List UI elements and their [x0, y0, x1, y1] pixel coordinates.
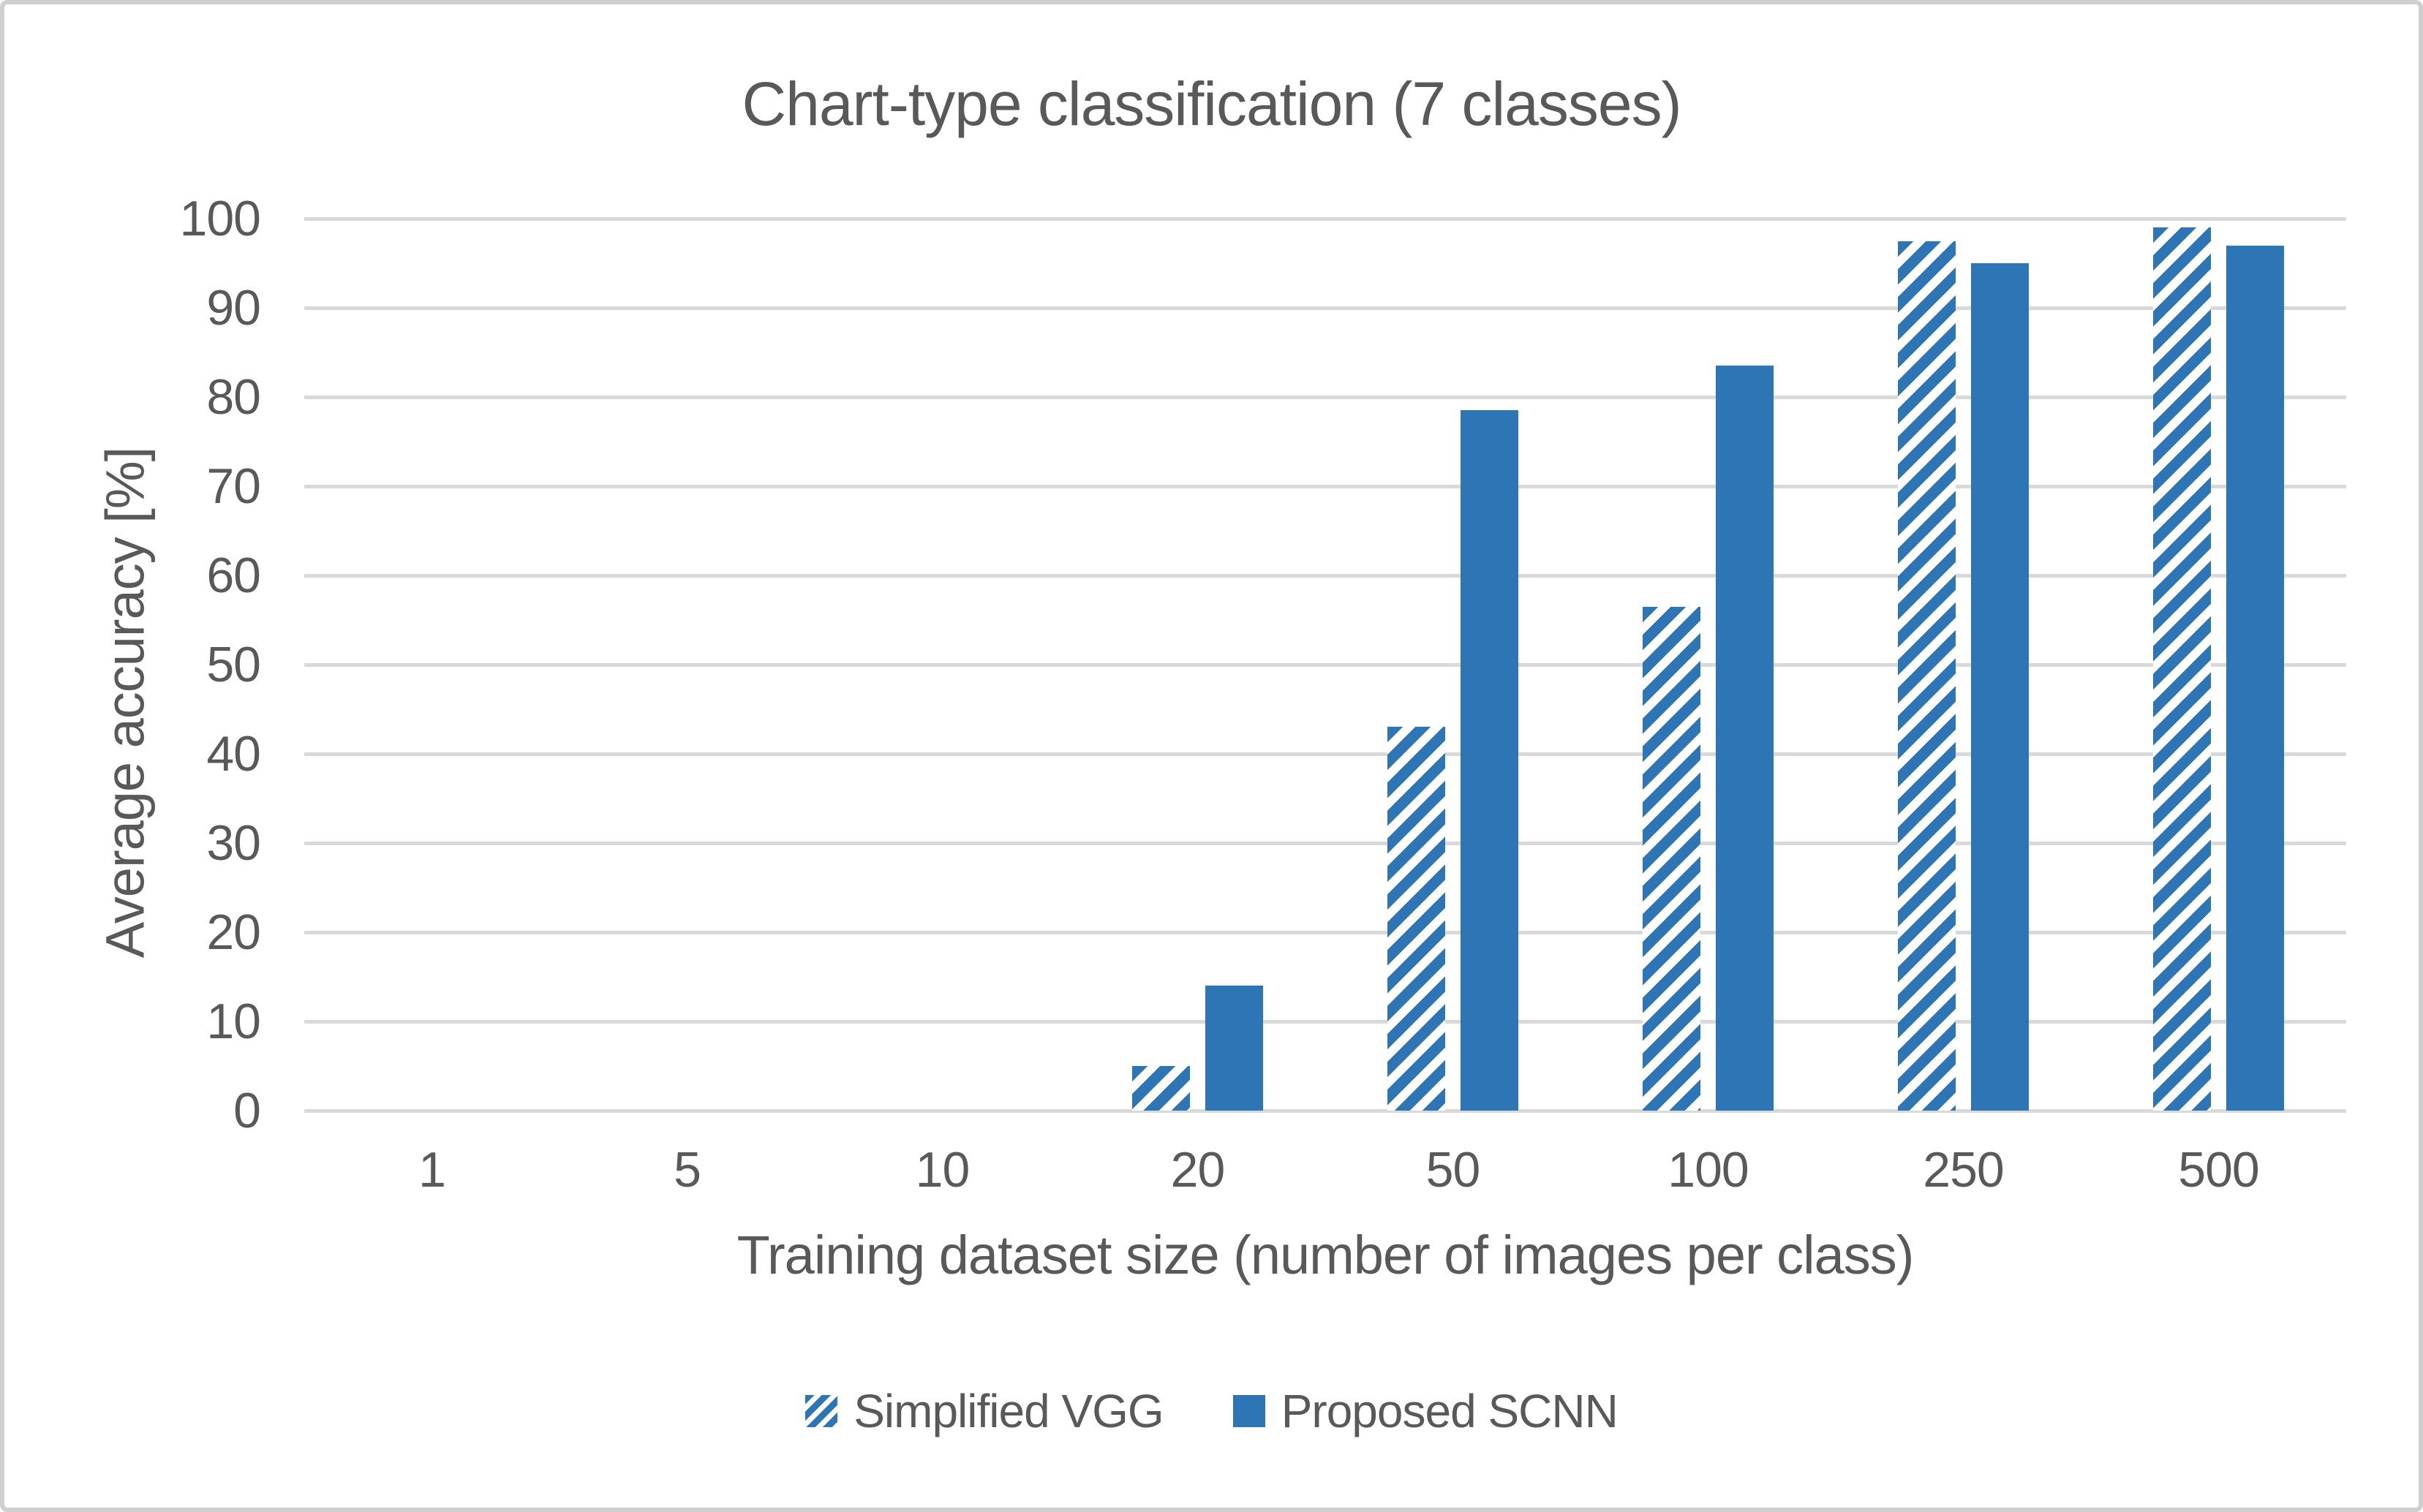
bar-simplified-vgg-20 — [1132, 1066, 1190, 1111]
y-tick-label: 30 — [206, 815, 261, 871]
y-tick-label: 80 — [206, 369, 261, 425]
x-axis-title: Training dataset size (number of images … — [736, 1225, 1915, 1285]
y-axis-title: Average accuracy [%] — [94, 447, 156, 959]
x-tick-label: 50 — [1425, 1142, 1481, 1198]
y-tick-label: 50 — [206, 637, 261, 692]
y-tick-label: 20 — [206, 904, 261, 960]
bar-simplified-vgg-500 — [2153, 227, 2211, 1111]
y-tick-label: 100 — [179, 191, 261, 246]
gridline-60 — [304, 573, 2346, 578]
bar-proposed-scnn-50 — [1461, 410, 1518, 1111]
chart-title: Chart-type classification (7 classes) — [742, 69, 1681, 138]
legend-label: Simplified VGG — [853, 1385, 1164, 1437]
bar-simplified-vgg-50 — [1387, 727, 1445, 1111]
solid-swatch-icon — [1232, 1395, 1265, 1427]
legend-label: Proposed SCNN — [1281, 1385, 1619, 1437]
x-tick-label: 100 — [1668, 1142, 1749, 1198]
x-tick-label: 500 — [2178, 1142, 2259, 1198]
bar-proposed-scnn-500 — [2226, 245, 2284, 1111]
y-tick-label: 70 — [206, 458, 261, 514]
x-tick-label: 10 — [915, 1142, 971, 1198]
legend-item-proposed-scnn: Proposed SCNN — [1232, 1385, 1619, 1437]
legend: Simplified VGG Proposed SCNN — [4, 1388, 2419, 1434]
x-tick-label: 250 — [1923, 1142, 2004, 1198]
hatched-swatch-icon — [805, 1395, 838, 1427]
x-tick-label: 20 — [1170, 1142, 1226, 1198]
x-tick-label: 5 — [674, 1142, 701, 1198]
bar-proposed-scnn-250 — [1971, 263, 2029, 1111]
gridline-20 — [304, 930, 2346, 934]
gridline-90 — [304, 306, 2346, 310]
y-tick-label: 10 — [206, 994, 261, 1049]
bar-simplified-vgg-100 — [1643, 606, 1700, 1111]
legend-item-simplified-vgg: Simplified VGG — [805, 1385, 1164, 1437]
x-tick-label: 1 — [418, 1142, 446, 1198]
y-tick-label: 40 — [206, 726, 261, 782]
y-tick-label: 0 — [233, 1083, 261, 1138]
gridline-100 — [304, 216, 2346, 221]
gridline-10 — [304, 1019, 2346, 1024]
gridline-40 — [304, 752, 2346, 756]
bar-simplified-vgg-250 — [1898, 241, 1956, 1111]
y-tick-label: 60 — [206, 548, 261, 603]
gridline-70 — [304, 484, 2346, 488]
gridline-50 — [304, 662, 2346, 667]
plot-area — [304, 216, 2346, 1113]
gridline-30 — [304, 841, 2346, 845]
bar-proposed-scnn-100 — [1716, 366, 1774, 1111]
gridline-80 — [304, 395, 2346, 399]
y-tick-label: 90 — [206, 280, 261, 336]
bar-proposed-scnn-20 — [1205, 986, 1263, 1111]
gridline-0 — [304, 1108, 2346, 1113]
